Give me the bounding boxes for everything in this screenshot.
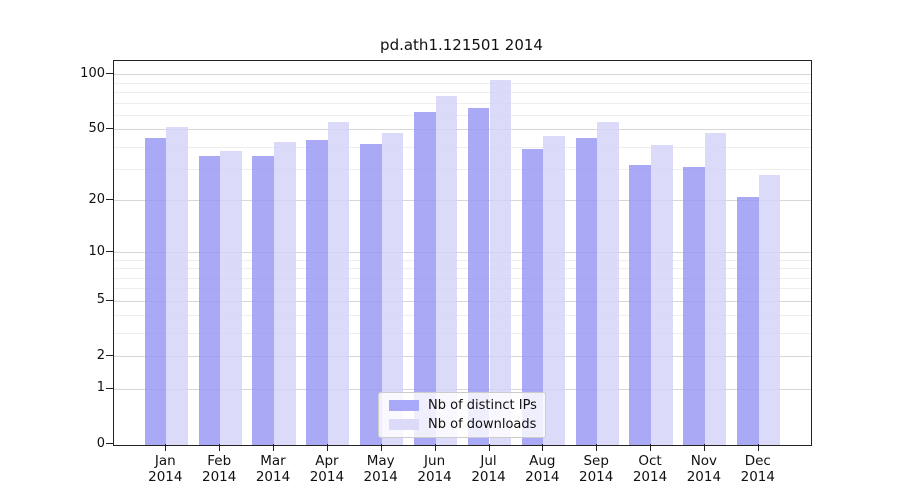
y-axis-label-20: 20 <box>88 191 105 207</box>
gridline-minor-90 <box>114 82 811 84</box>
x-axis-label-jun: Jun 2014 <box>417 453 452 485</box>
gridline-major-2 <box>114 356 811 358</box>
x-axis-label-jul: Jul 2014 <box>471 453 506 485</box>
y-tick-100 <box>106 73 113 75</box>
y-axis-label-2: 2 <box>96 347 105 363</box>
bar-nb-of-distinct-ips-jan <box>144 138 167 445</box>
y-axis-label-10: 10 <box>88 243 105 259</box>
x-tick-may <box>380 444 382 451</box>
gridline-major-5 <box>114 300 811 302</box>
gridline-minor-80 <box>114 92 811 93</box>
bar-nb-of-downloads-mar <box>274 141 296 445</box>
bar-nb-of-downloads-apr <box>327 122 350 445</box>
bar-nb-of-downloads-jun <box>435 95 458 445</box>
gridline-minor-8 <box>114 268 811 270</box>
y-tick-10 <box>106 251 113 253</box>
legend: Nb of distinct IPs Nb of downloads <box>378 392 546 438</box>
bar-nb-of-downloads-feb <box>220 151 242 445</box>
x-tick-feb <box>219 444 221 451</box>
x-tick-jun <box>434 444 436 451</box>
chart-title: pd.ath1.121501 2014 <box>380 36 543 54</box>
bar-nb-of-distinct-ips-apr <box>306 139 328 445</box>
x-axis-label-feb: Feb 2014 <box>202 453 237 485</box>
y-tick-1 <box>106 387 113 389</box>
bar-nb-of-downloads-sep <box>597 122 619 445</box>
bar-nb-of-downloads-dec <box>758 175 781 445</box>
plot-area <box>113 60 812 446</box>
x-tick-dec <box>757 444 759 451</box>
bar-nb-of-distinct-ips-dec <box>737 197 759 445</box>
x-tick-sep <box>596 444 598 451</box>
x-axis-label-mar: Mar 2014 <box>255 453 291 485</box>
y-tick-50 <box>106 128 113 130</box>
legend-item-distinct-ips: Nb of distinct IPs <box>389 398 537 413</box>
gridline-major-50 <box>114 129 811 131</box>
gridline-minor-30 <box>114 169 811 170</box>
x-axis-label-jan: Jan 2014 <box>148 453 183 485</box>
x-axis-label-sep: Sep 2014 <box>579 453 614 485</box>
bar-nb-of-downloads-may <box>381 133 404 445</box>
x-tick-jul <box>488 444 490 451</box>
gridline-minor-70 <box>114 102 811 104</box>
gridline-minor-7 <box>114 277 811 279</box>
bar-nb-of-distinct-ips-feb <box>198 155 221 445</box>
gridline-minor-4 <box>114 315 811 317</box>
x-tick-mar <box>273 444 274 451</box>
gridline-minor-40 <box>114 146 811 148</box>
gridline-major-100 <box>114 74 811 76</box>
bar-nb-of-downloads-oct <box>651 145 673 445</box>
x-tick-nov <box>703 444 705 451</box>
gridline-major-20 <box>114 200 811 202</box>
x-axis-label-apr: Apr 2014 <box>309 453 345 485</box>
bar-nb-of-downloads-jul <box>489 79 512 445</box>
bar-nb-of-distinct-ips-jun <box>414 111 436 445</box>
x-axis-label-dec: Dec 2014 <box>740 453 775 485</box>
x-tick-oct <box>650 444 651 451</box>
legend-swatch-distinct-ips <box>389 400 419 411</box>
bar-nb-of-distinct-ips-may <box>360 143 382 445</box>
x-axis-label-may: May 2014 <box>363 453 398 485</box>
gridline-major-1 <box>114 388 811 390</box>
legend-label-distinct-ips: Nb of distinct IPs <box>428 398 537 413</box>
x-axis-label-oct: Oct 2014 <box>632 453 668 485</box>
legend-label-downloads: Nb of downloads <box>428 417 537 432</box>
legend-swatch-downloads <box>389 419 419 430</box>
bar-nb-of-distinct-ips-jul <box>467 107 490 445</box>
bar-nb-of-distinct-ips-mar <box>252 155 274 445</box>
x-tick-aug <box>542 444 544 451</box>
y-axis-label-5: 5 <box>96 292 105 308</box>
x-tick-jan <box>165 444 167 451</box>
y-tick-20 <box>106 199 113 201</box>
gridline-minor-6 <box>114 288 811 290</box>
y-axis-label-50: 50 <box>88 120 105 136</box>
gridline-major-10 <box>114 252 811 254</box>
bar-nb-of-distinct-ips-sep <box>575 138 598 445</box>
gridline-minor-9 <box>114 259 811 261</box>
y-axis-label-0: 0 <box>96 435 105 451</box>
y-tick-0 <box>106 443 113 445</box>
gridline-minor-3 <box>114 333 811 335</box>
y-tick-5 <box>106 299 113 301</box>
bar-nb-of-distinct-ips-aug <box>521 149 544 445</box>
bar-nb-of-distinct-ips-nov <box>683 167 705 445</box>
x-axis-label-nov: Nov 2014 <box>686 453 722 485</box>
y-axis-label-100: 100 <box>80 65 105 81</box>
bar-nb-of-downloads-nov <box>704 133 727 445</box>
x-tick-apr <box>326 444 328 451</box>
bar-nb-of-downloads-aug <box>543 136 565 445</box>
y-axis-label-1: 1 <box>96 380 105 396</box>
x-axis-label-aug: Aug 2014 <box>525 453 560 485</box>
legend-item-downloads: Nb of downloads <box>389 417 537 432</box>
y-tick-2 <box>106 355 113 357</box>
bar-nb-of-distinct-ips-oct <box>629 164 651 445</box>
gridline-minor-60 <box>114 114 811 116</box>
bar-nb-of-downloads-jan <box>166 126 188 445</box>
